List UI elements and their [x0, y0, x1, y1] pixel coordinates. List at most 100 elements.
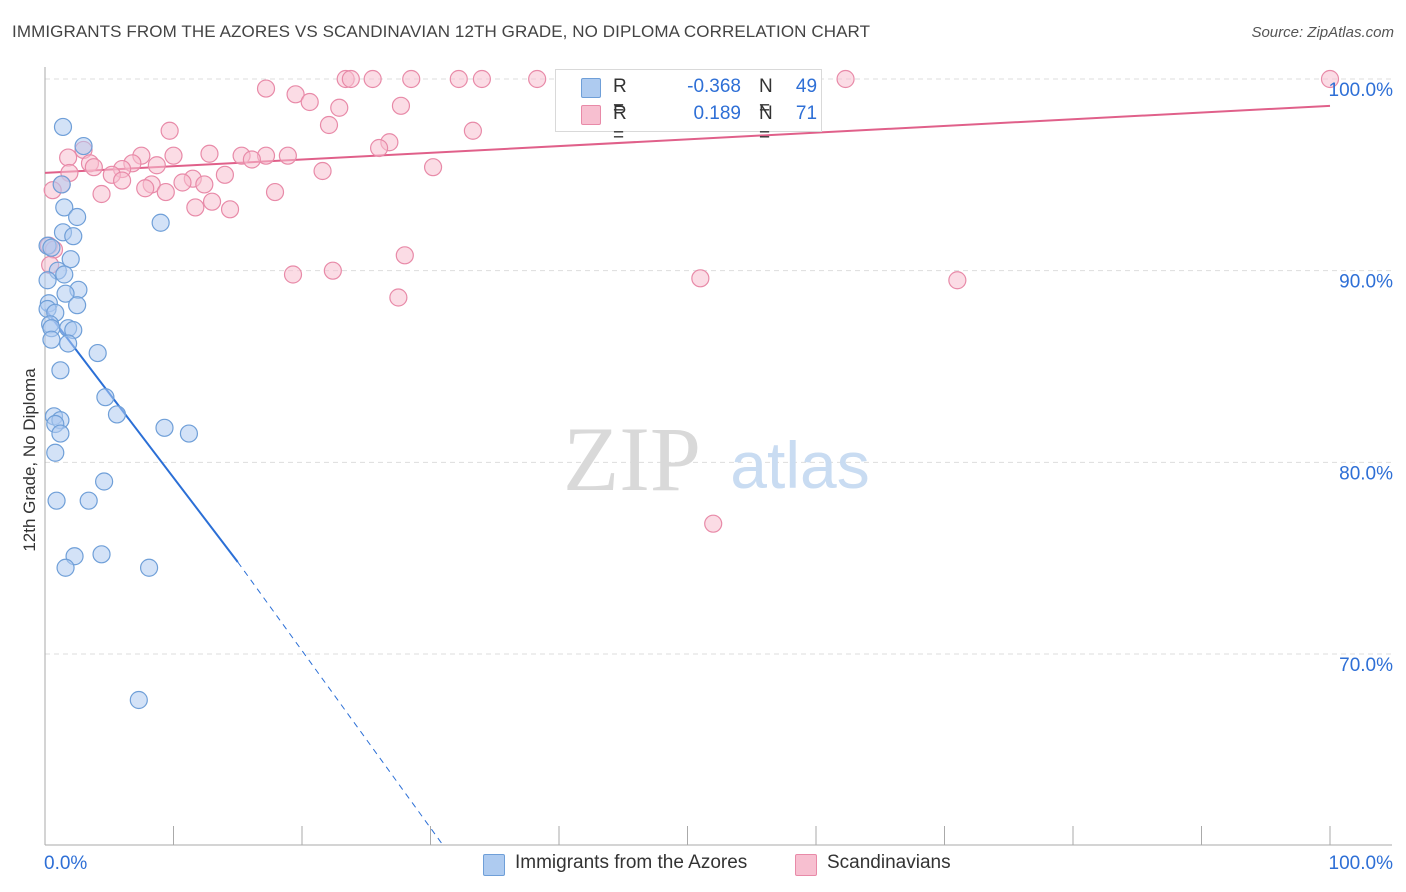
azores-point	[64, 227, 83, 246]
y-tick-label: 100.0%	[1329, 80, 1394, 101]
azores-point	[59, 334, 78, 353]
scandinavians-point	[173, 173, 192, 192]
azores-point	[42, 330, 61, 349]
azores-point	[53, 117, 73, 137]
scandinavians-point	[472, 69, 491, 89]
y-tick-label: 90.0%	[1339, 272, 1393, 293]
y-axis-title: 12th Grade, No Diploma	[20, 368, 39, 552]
scandinavians-point	[136, 179, 155, 198]
x-tick-label: 0.0%	[44, 853, 87, 874]
source-note: Source: ZipAtlas.com	[1251, 24, 1394, 41]
azores-point	[68, 296, 87, 315]
azores-point	[151, 213, 170, 232]
bottom-legend-label-scandinavians: Scandinavians	[827, 852, 951, 873]
scandinavians-point	[195, 175, 214, 194]
scandinavians-point	[242, 150, 261, 169]
bottom-legend-swatch-scandinavians	[795, 854, 817, 876]
azores-point	[52, 175, 71, 194]
azores-point	[74, 136, 93, 156]
scandinavians-point	[341, 69, 360, 89]
legend-r-value: -0.368	[687, 76, 741, 97]
azores-points	[38, 117, 199, 710]
legend-swatch-scandinavians	[581, 105, 601, 125]
azores-point	[79, 491, 98, 510]
legend-n-value: 71	[795, 103, 818, 124]
scandinavians-point	[691, 269, 710, 288]
azores-trend-line	[44, 308, 239, 563]
azores-point	[179, 424, 199, 443]
scandinavians-point	[215, 165, 234, 184]
watermark: ZIP atlas	[563, 408, 870, 510]
scandinavians-point	[164, 146, 183, 165]
scandinavians-point	[84, 158, 103, 177]
azores-point	[88, 343, 107, 363]
azores-point	[107, 405, 127, 424]
scandinavians-point	[319, 115, 339, 135]
scandinavians-point	[92, 184, 111, 204]
azores-point	[61, 250, 80, 269]
legend-n-label: N =	[759, 76, 773, 119]
y-tick-label: 70.0%	[1339, 655, 1393, 676]
scandinavians-point	[836, 69, 855, 89]
scandinavians-point	[423, 158, 443, 177]
azores-point	[56, 558, 75, 577]
scandinavians-point	[313, 161, 332, 181]
bottom-legend-label-azores: Immigrants from the Azores	[515, 852, 748, 873]
scandinavians-point	[391, 96, 411, 115]
tick-labels: 70.0% 80.0% 90.0% 100.0% 0.0% 100.0%	[44, 80, 1393, 874]
scandinavians-point	[186, 198, 205, 217]
azores-point	[46, 443, 65, 462]
bottom-legend-swatch-azores	[483, 854, 505, 876]
azores-point	[96, 388, 115, 407]
scandinavians-point	[278, 146, 297, 165]
y-tick-label: 80.0%	[1339, 463, 1393, 484]
scandinavians-point	[330, 98, 349, 117]
scandinavians-point	[948, 271, 967, 290]
scandinavians-point	[449, 69, 468, 89]
watermark-atlas: atlas	[730, 428, 869, 502]
scandinavians-points	[39, 69, 1340, 533]
scandinavians-point	[147, 156, 166, 175]
scandinavians-point	[286, 85, 305, 104]
scandinavians-point	[463, 121, 483, 140]
scandinavians-point	[220, 200, 240, 219]
azores-point	[55, 198, 74, 217]
chart-title: IMMIGRANTS FROM THE AZORES VS SCANDINAVI…	[12, 22, 871, 41]
scandinavians-point	[1320, 69, 1340, 89]
x-tick-label: 100.0%	[1329, 853, 1394, 874]
stats-legend: R = -0.368 N = 49 R = 0.189 N = 71	[555, 69, 822, 146]
scandinavians-point	[389, 288, 408, 307]
scandinavians-point	[59, 148, 78, 167]
scandinavians-point	[395, 246, 414, 265]
azores-point	[38, 271, 57, 290]
azores-point	[42, 238, 61, 257]
scandinavians-point	[363, 69, 382, 89]
scandinavians-point	[265, 182, 285, 202]
scandinavians-point	[528, 69, 547, 89]
scandinavians-point	[200, 144, 219, 163]
scandinavians-point	[160, 121, 179, 140]
azores-point	[129, 690, 148, 710]
azores-point	[139, 558, 159, 577]
scandinavians-point	[704, 514, 723, 533]
legend-r-label: R =	[613, 103, 627, 146]
azores-point	[55, 265, 74, 284]
legend-swatch-azores	[581, 78, 601, 98]
scandinavians-point	[283, 265, 303, 284]
azores-point	[51, 424, 70, 443]
azores-point	[51, 361, 70, 380]
scandinavians-point	[112, 171, 132, 190]
azores-point	[155, 418, 174, 437]
watermark-zip: ZIP	[563, 408, 701, 510]
azores-point	[92, 545, 111, 564]
azores-point	[68, 207, 87, 227]
scandinavians-point	[300, 92, 319, 112]
legend-r-value: 0.189	[693, 103, 741, 124]
azores-point	[56, 284, 75, 303]
scandinavians-point	[202, 192, 222, 211]
scandinavians-point	[370, 138, 389, 158]
scandinavians-point	[402, 69, 421, 89]
scandinavians-point	[323, 261, 342, 280]
axis-layer	[44, 67, 1392, 846]
